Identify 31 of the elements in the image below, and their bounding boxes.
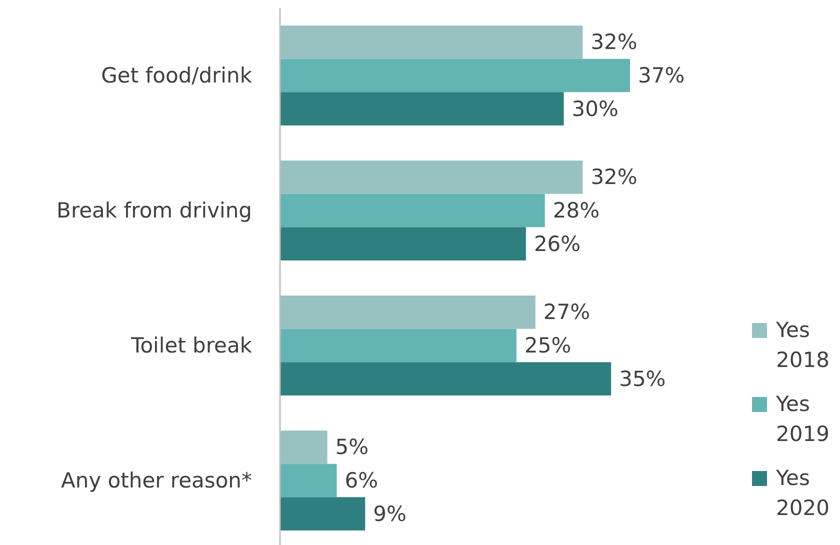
y-tick-label: Break from driving bbox=[56, 198, 252, 222]
legend-label: Yes 2018 bbox=[775, 318, 830, 372]
data-label: 30% bbox=[572, 96, 618, 121]
bar bbox=[280, 328, 516, 362]
bar bbox=[280, 497, 366, 530]
bar bbox=[280, 194, 545, 228]
y-tick-label: Any other reason* bbox=[61, 468, 252, 492]
bar bbox=[280, 58, 630, 92]
y-tick-label: Toilet break bbox=[130, 334, 253, 358]
data-label: 26% bbox=[534, 232, 581, 256]
data-label: 27% bbox=[543, 300, 590, 324]
data-label: 35% bbox=[619, 366, 666, 391]
bar bbox=[280, 362, 612, 396]
data-label: 5% bbox=[335, 435, 369, 460]
data-label: 37% bbox=[638, 64, 685, 88]
data-label: 32% bbox=[590, 165, 638, 190]
bar bbox=[280, 296, 536, 329]
data-label: 6% bbox=[344, 468, 378, 492]
bar bbox=[280, 430, 328, 464]
bar bbox=[280, 464, 337, 498]
data-label: 9% bbox=[373, 502, 406, 526]
bar bbox=[280, 227, 526, 260]
data-label: 28% bbox=[552, 198, 600, 222]
data-label: 25% bbox=[524, 334, 572, 358]
legend-label: Yes 2019 bbox=[775, 392, 830, 446]
y-tick-label: Get food/drink bbox=[101, 64, 253, 88]
legend-label: Yes 2020 bbox=[775, 466, 830, 520]
bar bbox=[280, 160, 583, 194]
bar bbox=[280, 92, 564, 126]
bar bbox=[280, 26, 583, 59]
data-label: 32% bbox=[590, 30, 638, 54]
